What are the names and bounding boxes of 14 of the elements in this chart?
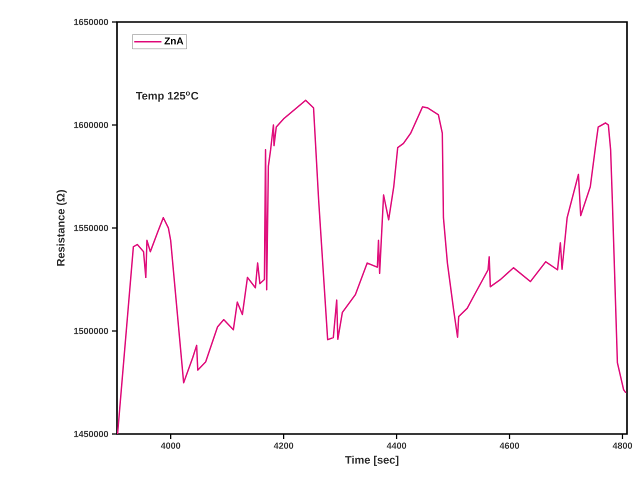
y-axis-title: Resistance (Ω) xyxy=(56,190,67,266)
x-tick-label: 4000 xyxy=(160,442,180,449)
y-tick-label: 1650000 xyxy=(74,18,108,26)
annotation: Temp 125$^{o}$C xyxy=(136,91,198,102)
x-axis-title: Time [sec] xyxy=(345,456,398,466)
x-tick-label: 4400 xyxy=(386,442,406,449)
y-tick-label: 1450000 xyxy=(74,430,108,438)
x-tick-label: 4600 xyxy=(500,442,520,449)
y-tick-label: 1600000 xyxy=(74,122,108,128)
x-tick-label: 4200 xyxy=(274,442,294,449)
legend-label: ZnA xyxy=(164,38,184,44)
y-tick-label: 1500000 xyxy=(74,328,108,334)
y-tick-label: 1550000 xyxy=(74,224,108,232)
x-tick-label: 4800 xyxy=(612,442,632,449)
